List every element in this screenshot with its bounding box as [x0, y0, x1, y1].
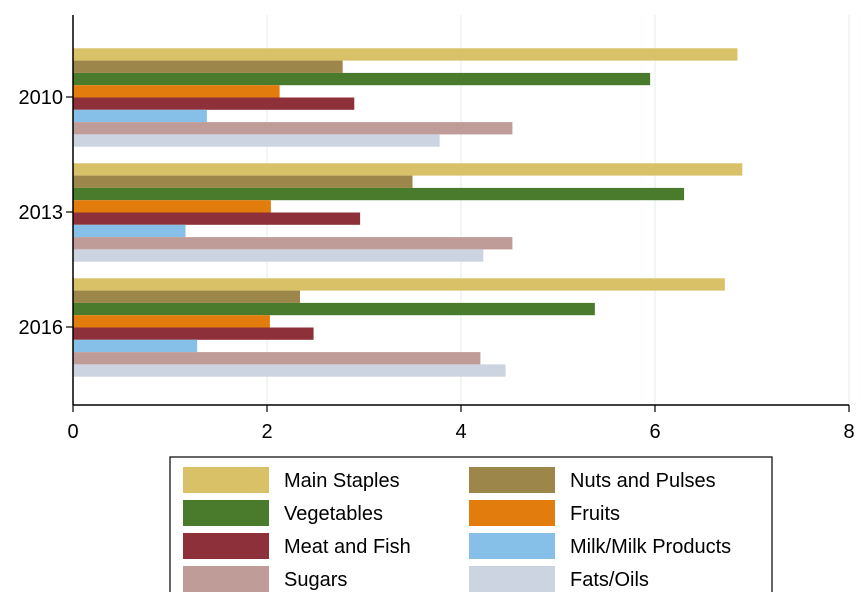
y-tick-label: 2013 — [19, 202, 64, 224]
legend-swatch-nuts-and-pulses — [469, 467, 555, 493]
legend-swatch-sugars — [183, 566, 269, 592]
bar-sugars-2016 — [73, 352, 481, 365]
bar-fruits-2010 — [73, 85, 280, 98]
legend-label-meat-and-fish: Meat and Fish — [284, 536, 411, 558]
bar-main-staples-2013 — [73, 163, 743, 176]
x-tick-label: 8 — [843, 421, 854, 443]
legend-label-main-staples: Main Staples — [284, 470, 400, 492]
bar-meat-and-fish-2016 — [73, 327, 314, 340]
legend-swatch-vegetables — [183, 500, 269, 526]
bar-fruits-2016 — [73, 315, 270, 328]
bar-nuts-and-pulses-2010 — [73, 60, 343, 73]
bar-meat-and-fish-2010 — [73, 97, 355, 110]
bar-sugars-2010 — [73, 122, 513, 135]
legend: Main Staples Nuts and Pulses Vegetables Fru… — [169, 456, 773, 592]
legend-label-vegetables: Vegetables — [284, 503, 383, 525]
bar-vegetables-2016 — [73, 302, 595, 316]
bar-fats-oils-2010 — [73, 134, 440, 147]
legend-label-nuts-and-pulses: Nuts and Pulses — [570, 470, 716, 492]
legend-swatch-fats-oils — [469, 566, 555, 592]
bar-nuts-and-pulses-2013 — [73, 175, 413, 188]
legend-label-sugars: Sugars — [284, 569, 347, 591]
legend-swatch-fruits — [469, 500, 555, 526]
legend-label-fruits: Fruits — [570, 503, 620, 525]
x-tick-label: 6 — [649, 421, 660, 443]
bar-nuts-and-pulses-2016 — [73, 290, 300, 303]
x-tick-labels: 0 2 4 6 8 — [67, 405, 855, 443]
bar-fruits-2013 — [73, 200, 271, 213]
x-tick-label: 2 — [261, 421, 272, 443]
bar-vegetables-2010 — [73, 72, 651, 86]
bar-main-staples-2016 — [73, 278, 725, 291]
bar-vegetables-2013 — [73, 187, 685, 201]
x-tick-label: 4 — [455, 421, 466, 443]
legend-label-fats-oils: Fats/Oils — [570, 569, 649, 591]
y-tick-labels: 2010 2013 2016 — [19, 87, 73, 339]
legend-swatch-main-staples — [183, 467, 269, 493]
legend-swatch-milk-milk-products — [469, 533, 555, 559]
bar-meat-and-fish-2013 — [73, 212, 361, 225]
bar-milk-milk-products-2013 — [73, 224, 186, 238]
legend-swatch-meat-and-fish — [183, 533, 269, 559]
y-tick-label: 2016 — [19, 317, 64, 339]
bar-fats-oils-2013 — [73, 249, 484, 262]
bar-main-staples-2010 — [73, 48, 738, 61]
bar-milk-milk-products-2010 — [73, 109, 207, 123]
y-tick-label: 2010 — [19, 87, 64, 109]
legend-label-milk-milk-products: Milk/Milk Products — [570, 536, 731, 558]
x-tick-label: 0 — [67, 421, 78, 443]
bar-sugars-2013 — [73, 237, 513, 250]
bar-milk-milk-products-2016 — [73, 339, 198, 353]
bar-fats-oils-2016 — [73, 364, 506, 377]
bars — [73, 48, 743, 377]
